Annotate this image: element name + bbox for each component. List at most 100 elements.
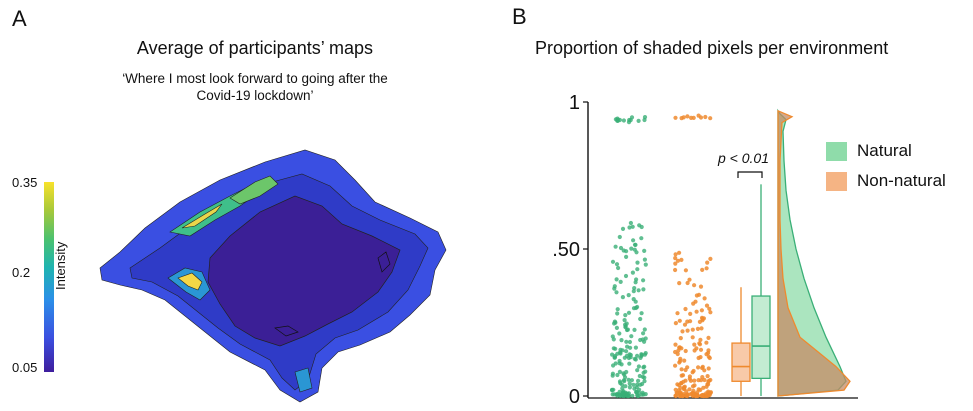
data-point-non-natural bbox=[702, 377, 707, 383]
data-point-non-natural bbox=[700, 316, 705, 321]
data-point-natural bbox=[639, 236, 644, 241]
data-point-non-natural bbox=[700, 393, 705, 398]
data-point-non-natural bbox=[680, 393, 686, 398]
data-point-non-natural bbox=[690, 370, 695, 375]
data-point-natural bbox=[636, 118, 641, 123]
data-point-natural bbox=[627, 361, 632, 366]
data-point-non-natural bbox=[694, 309, 699, 314]
data-point-non-natural bbox=[683, 268, 688, 273]
data-point-non-natural bbox=[687, 376, 692, 381]
data-point-natural bbox=[618, 381, 623, 386]
data-point-non-natural bbox=[697, 319, 702, 324]
data-point-natural bbox=[627, 339, 632, 345]
data-point-natural bbox=[627, 225, 632, 230]
data-point-natural bbox=[643, 351, 648, 356]
data-point-non-natural bbox=[706, 335, 711, 340]
data-point-non-natural bbox=[673, 115, 678, 120]
data-point-natural bbox=[614, 290, 619, 295]
data-point-natural bbox=[623, 273, 629, 279]
data-point-non-natural bbox=[692, 348, 697, 353]
data-point-natural bbox=[615, 351, 620, 356]
data-point-natural bbox=[632, 327, 637, 332]
data-point-natural bbox=[619, 338, 624, 343]
data-point-natural bbox=[616, 265, 621, 271]
data-point-natural bbox=[642, 327, 647, 332]
data-point-natural bbox=[626, 393, 631, 398]
data-point-natural bbox=[633, 242, 638, 247]
data-point-non-natural bbox=[673, 267, 678, 273]
data-point-natural bbox=[613, 244, 618, 249]
colorbar-tick-mid: 0.2 bbox=[12, 265, 31, 280]
significance-annotation: p < 0.01 bbox=[717, 150, 769, 178]
data-point-natural bbox=[631, 289, 636, 294]
data-point-non-natural bbox=[698, 355, 703, 360]
data-point-non-natural bbox=[685, 114, 690, 119]
data-point-non-natural bbox=[692, 342, 697, 347]
data-point-non-natural bbox=[708, 256, 713, 261]
legend-item-non-natural: Non-natural bbox=[826, 166, 946, 196]
data-point-non-natural bbox=[673, 363, 678, 368]
data-point-non-natural bbox=[685, 365, 690, 370]
data-point-non-natural bbox=[708, 116, 713, 121]
data-point-natural bbox=[628, 355, 633, 360]
data-point-non-natural bbox=[678, 359, 683, 364]
data-point-non-natural bbox=[682, 358, 687, 363]
data-point-natural bbox=[642, 339, 647, 344]
data-point-non-natural bbox=[683, 306, 688, 312]
data-point-natural bbox=[626, 293, 631, 298]
data-point-natural bbox=[612, 321, 617, 326]
box-iqr bbox=[751, 295, 771, 380]
data-point-natural bbox=[610, 352, 615, 357]
data-point-non-natural bbox=[704, 266, 709, 271]
data-point-natural bbox=[632, 247, 637, 252]
data-point-natural bbox=[636, 288, 641, 293]
data-point-non-natural bbox=[698, 284, 704, 289]
data-point-natural bbox=[611, 337, 616, 342]
data-point-natural bbox=[632, 286, 637, 291]
data-point-non-natural bbox=[702, 296, 707, 301]
data-point-natural bbox=[629, 246, 634, 251]
data-point-non-natural bbox=[675, 258, 681, 263]
data-point-non-natural bbox=[699, 308, 704, 313]
data-point-non-natural bbox=[700, 267, 705, 272]
data-point-non-natural bbox=[701, 385, 706, 390]
data-point-natural bbox=[614, 277, 619, 282]
data-point-non-natural bbox=[687, 387, 692, 392]
data-point-natural bbox=[643, 369, 648, 374]
map-contour-core bbox=[207, 195, 401, 347]
data-point-natural bbox=[641, 287, 646, 292]
data-point-non-natural bbox=[697, 341, 702, 346]
data-point-non-natural bbox=[673, 342, 678, 347]
data-point-non-natural bbox=[696, 365, 701, 370]
data-point-non-natural bbox=[673, 252, 678, 257]
data-point-natural bbox=[631, 238, 636, 243]
colorbar-tick-min: 0.05 bbox=[12, 360, 38, 375]
data-point-non-natural bbox=[688, 311, 693, 316]
data-point-non-natural bbox=[696, 113, 701, 118]
data-point-non-natural bbox=[705, 260, 710, 265]
chart-legend: Natural Non-natural bbox=[826, 136, 946, 196]
data-point-natural bbox=[643, 336, 648, 341]
data-point-natural bbox=[618, 279, 623, 284]
data-point-natural bbox=[620, 226, 626, 231]
data-point-natural bbox=[638, 316, 643, 322]
data-point-non-natural bbox=[677, 345, 682, 350]
colorbar-label: Intensity bbox=[53, 241, 68, 290]
data-point-natural bbox=[612, 284, 617, 289]
data-point-natural bbox=[624, 254, 629, 259]
data-point-non-natural bbox=[688, 319, 693, 324]
data-point-natural bbox=[637, 223, 642, 228]
data-point-natural bbox=[630, 224, 635, 229]
data-point-natural bbox=[630, 393, 635, 398]
panel-letter-a: A bbox=[12, 6, 27, 31]
data-point-natural bbox=[641, 331, 646, 336]
data-point-natural bbox=[614, 262, 620, 267]
data-point-natural bbox=[637, 387, 642, 392]
data-point-non-natural bbox=[692, 378, 697, 383]
data-point-non-natural bbox=[690, 335, 695, 340]
data-point-natural bbox=[634, 390, 639, 395]
data-point-natural bbox=[628, 118, 633, 123]
data-point-natural bbox=[636, 393, 641, 398]
data-point-natural bbox=[617, 234, 622, 240]
data-point-natural bbox=[618, 351, 623, 356]
